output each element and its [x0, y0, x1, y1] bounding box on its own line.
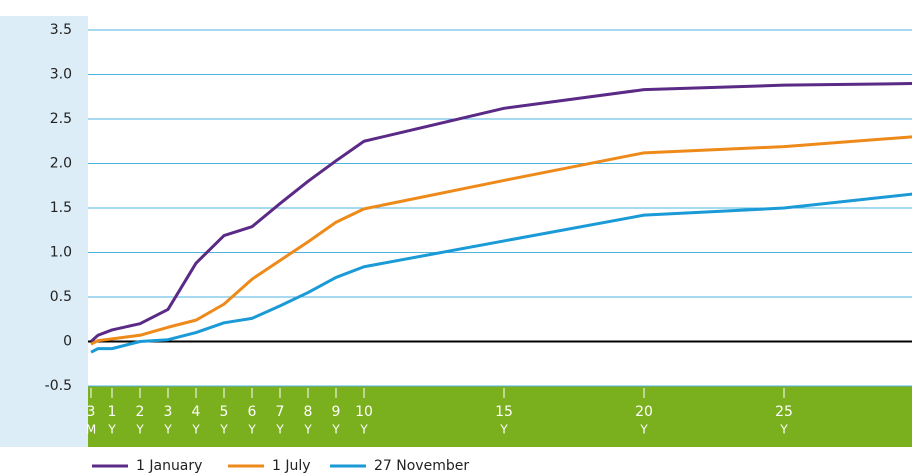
x-tick-label: 3	[87, 404, 96, 420]
x-tick-label: 3	[164, 404, 173, 420]
x-tick-label: 1	[108, 404, 117, 420]
y-tick-label: 2.5	[50, 111, 72, 127]
series-line	[90, 192, 912, 354]
x-tick-label: 9	[332, 404, 341, 420]
x-axis-band	[88, 386, 912, 447]
y-tick-label: 3.5	[50, 22, 72, 38]
x-tick-unit: Y	[275, 423, 284, 437]
x-tick-label: 25	[775, 404, 793, 420]
x-tick-unit: Y	[107, 423, 116, 437]
series-line	[90, 82, 912, 343]
x-tick-unit: Y	[779, 423, 788, 437]
legend-label: 1 January	[136, 458, 202, 474]
y-tick-label: 3.0	[50, 67, 72, 83]
x-tick-unit: M	[86, 423, 96, 437]
x-tick-label: 7	[276, 404, 285, 420]
y-tick-label: 2.0	[50, 156, 72, 172]
x-tick-label: 20	[635, 404, 653, 420]
y-tick-label: 1.5	[50, 200, 72, 216]
x-tick-unit: Y	[359, 423, 368, 437]
x-tick-unit: Y	[303, 423, 312, 437]
x-tick-label: 8	[304, 404, 313, 420]
x-tick-unit: Y	[191, 423, 200, 437]
y-tick-label: 0.5	[50, 289, 72, 305]
x-tick-label: 15	[495, 404, 513, 420]
x-tick-unit: Y	[135, 423, 144, 437]
x-tick-label: 2	[136, 404, 145, 420]
series-line	[90, 135, 912, 346]
y-tick-label: 1.0	[50, 245, 72, 261]
x-tick-unit: Y	[247, 423, 256, 437]
x-tick-unit: Y	[331, 423, 340, 437]
legend-label: 1 July	[272, 458, 311, 474]
x-tick-unit: Y	[163, 423, 172, 437]
legend-label: 27 November	[374, 458, 469, 474]
x-tick-label: 5	[220, 404, 229, 420]
y-tick-label: 0	[63, 334, 72, 350]
x-tick-unit: Y	[219, 423, 228, 437]
y-tick-label: -0.5	[45, 378, 72, 394]
y-axis-panel	[0, 16, 88, 447]
x-tick-unit: Y	[639, 423, 648, 437]
x-tick-label: 6	[248, 404, 257, 420]
x-tick-unit: Y	[499, 423, 508, 437]
x-tick-label: 10	[355, 404, 373, 420]
x-tick-label: 4	[192, 404, 201, 420]
